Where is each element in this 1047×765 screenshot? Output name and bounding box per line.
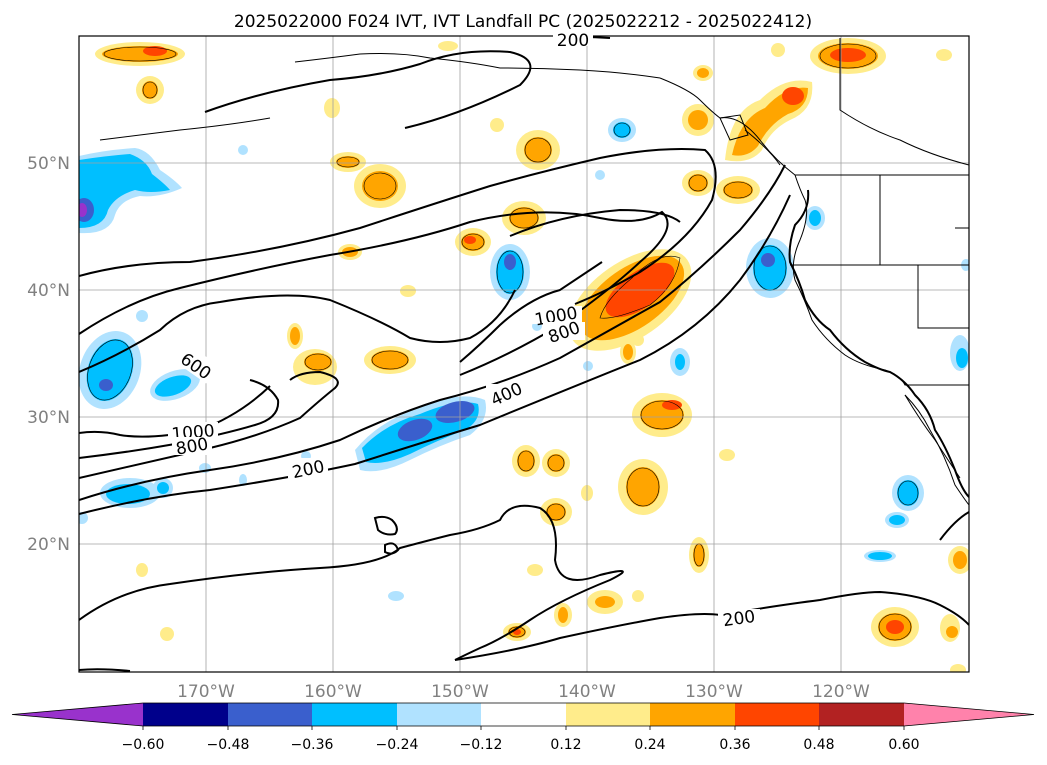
map-frame [78,35,970,673]
lat-label: 50°N [27,154,70,174]
pc-positive-shading [95,38,969,672]
lon-label: 170°W [177,682,235,702]
colorbar-segment [819,703,904,726]
map-title: 2025022000 F024 IVT, IVT Landfall PC (20… [234,12,812,32]
colorbar-segment [228,703,312,726]
colorbar-tick-label: −0.48 [207,737,250,753]
colorbar-labels: −0.60 −0.48 −0.36 −0.24 −0.12 0.12 0.24 … [122,737,920,753]
colorbar-tick-label: 0.60 [888,737,919,753]
lon-label: 150°W [431,682,489,702]
colorbar-segment [566,703,650,726]
colorbar-segment [143,703,228,726]
lon-label: 130°W [685,682,743,702]
lat-label: 40°N [27,281,70,301]
colorbar-tick-label: 0.36 [719,737,750,753]
lon-label: 160°W [304,682,362,702]
contour-label: 200 [722,607,757,631]
colorbar-tick-label: −0.60 [122,737,165,753]
map-panel [79,36,969,672]
pc-outline-contours [87,43,919,641]
lon-label: 120°W [812,682,870,702]
longitude-labels: 170°W 160°W 150°W 140°W 130°W 120°W [177,682,870,702]
ivt-contours [79,36,969,672]
latitude-labels: 50°N 40°N 30°N 20°N [27,154,70,555]
colorbar [11,702,1035,730]
colorbar-segment [650,703,735,726]
colorbar-tick-label: −0.36 [291,737,334,753]
lat-label: 30°N [27,408,70,428]
lat-label: 20°N [27,535,70,555]
colorbar-segment [312,703,397,726]
colorbar-tick-label: 0.24 [634,737,665,753]
colorbar-tick-label: 0.48 [803,737,834,753]
colorbar-extend-min [12,703,143,726]
colorbar-tick-label: −0.24 [376,737,419,753]
coastlines [99,38,969,506]
colorbar-tick-label: −0.12 [460,737,503,753]
colorbar-tick-label: 0.12 [550,737,581,753]
colorbar-extend-max [904,703,1034,726]
colorbar-segment [397,703,481,726]
colorbar-segment [735,703,819,726]
lon-label: 140°W [558,682,616,702]
contour-label: 200 [557,31,589,51]
colorbar-segment [481,703,566,726]
map-background [79,36,969,672]
contour-labels: 200 600 1000 800 200 400 1000 800 200 [168,30,760,631]
